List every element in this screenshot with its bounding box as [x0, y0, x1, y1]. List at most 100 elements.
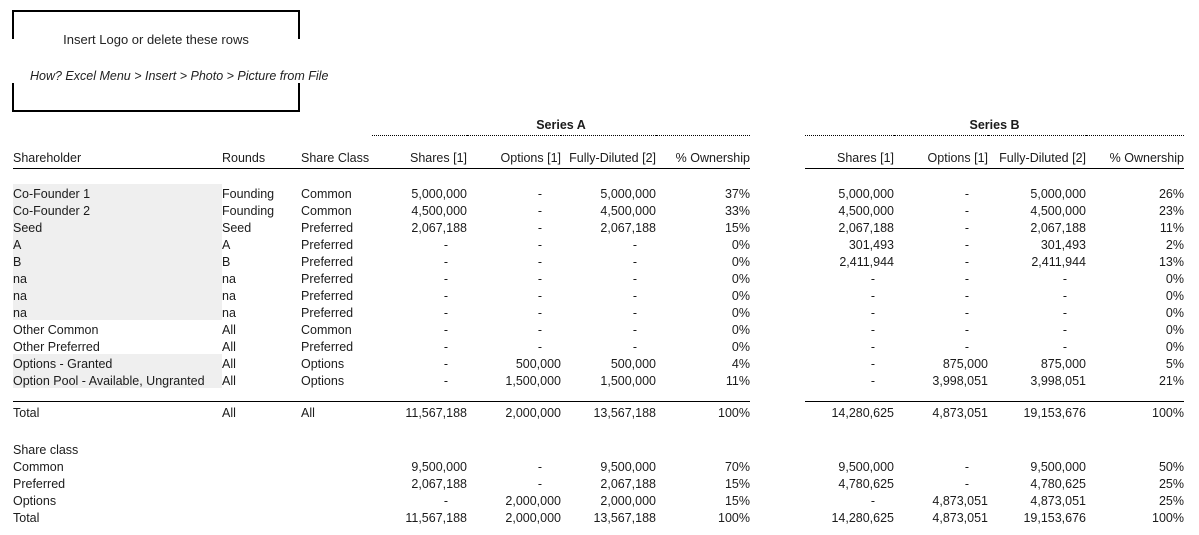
rounds-cell: na	[222, 289, 236, 303]
series-a-options-cell: -	[537, 221, 542, 235]
series-b-shares-cell: 2,411,944	[839, 255, 894, 269]
logo-box-corner-tick	[298, 83, 300, 110]
series-b-fully-diluted-cell: 19,153,676	[1023, 511, 1086, 525]
series-a-ownership-cell: 0%	[731, 289, 750, 303]
share-class-cell: Preferred	[301, 306, 354, 320]
series-a-ownership-cell: 4%	[731, 357, 750, 371]
series-b-fully-diluted-cell: -	[1062, 323, 1067, 337]
col-header-ownership-b: % Ownership	[1086, 148, 1184, 169]
series-b-shares-cell: 5,000,000	[838, 187, 894, 201]
series-a-options-cell: -	[537, 477, 542, 491]
shareholder-name[interactable]: Seed	[13, 218, 222, 235]
share-class-cell: Options	[301, 374, 345, 388]
rounds-cell: All	[222, 374, 236, 388]
row-spacer	[13, 422, 1184, 440]
share-class-cell: Preferred	[301, 255, 354, 269]
series-a-header: Series A	[372, 113, 750, 136]
shareholder-name[interactable]: na	[13, 269, 222, 286]
row-spacer	[13, 388, 1184, 401]
table-row: A A Preferred - - - 0% 301,493 - 301,493…	[13, 235, 1184, 252]
series-a-shares-cell: -	[443, 238, 448, 252]
series-b-fully-diluted-cell: 9,500,000	[1030, 460, 1086, 474]
series-b-options-cell: -	[964, 187, 969, 201]
series-b-shares-cell: -	[870, 306, 875, 320]
series-a-ownership-cell: 100%	[718, 511, 750, 525]
row-spacer	[13, 135, 1184, 148]
shareholder-name: Other Preferred	[13, 340, 100, 354]
rounds-cell: na	[222, 306, 236, 320]
series-b-shares-total: 14,280,625	[805, 400, 894, 422]
series-a-shares-cell: -	[443, 289, 448, 303]
rounds-cell: All	[222, 357, 236, 371]
series-b-ownership-total: 100%	[1086, 400, 1184, 422]
logo-placeholder-text: Insert Logo or delete these rows	[63, 32, 249, 47]
series-b-options-cell: -	[964, 238, 969, 252]
col-header-shares-a: Shares [1]	[372, 148, 467, 169]
series-b-fully-diluted-cell: 2,067,188	[1030, 221, 1086, 235]
share-class-summary-row: Common 9,500,000 - 9,500,000 70% 9,500,0…	[13, 457, 1184, 474]
logo-placeholder-box: Insert Logo or delete these rows How? Ex…	[12, 10, 328, 112]
series-a-ownership-cell: 0%	[731, 255, 750, 269]
shareholder-name[interactable]: Co-Founder 1	[13, 184, 222, 201]
series-b-fully-diluted-cell: 4,873,051	[1030, 494, 1086, 508]
shareholder-name[interactable]: na	[13, 286, 222, 303]
series-a-ownership-cell: 15%	[724, 221, 750, 235]
series-a-fully-diluted-cell: -	[632, 323, 637, 337]
series-b-shares-cell: -	[870, 323, 875, 337]
col-header-fully-diluted-b: Fully-Diluted [2]	[988, 148, 1086, 169]
col-header-shareholder: Shareholder	[13, 148, 222, 169]
series-b-ownership-cell: 0%	[1165, 306, 1184, 320]
series-a-fully-diluted-cell: 9,500,000	[600, 460, 656, 474]
share-class-summary-row: Options - 2,000,000 2,000,000 15% - 4,87…	[13, 491, 1184, 508]
logo-box-corner-tick	[298, 12, 300, 39]
series-a-ownership-cell: 11%	[725, 374, 750, 388]
series-a-shares-cell: 4,500,000	[411, 204, 467, 218]
shareholder-name[interactable]: Options - Granted	[13, 354, 222, 371]
series-a-shares-cell: 2,067,188	[411, 477, 467, 491]
series-b-options-cell: -	[964, 221, 969, 235]
shareholder-name[interactable]: B	[13, 252, 222, 269]
table-row: Co-Founder 1 Founding Common 5,000,000 -…	[13, 184, 1184, 201]
series-a-fully-diluted-cell: 2,067,188	[600, 477, 656, 491]
col-header-ownership-a: % Ownership	[656, 148, 750, 169]
series-a-fully-diluted-cell: 2,000,000	[600, 494, 656, 508]
series-b-shares-cell: 2,067,188	[838, 221, 894, 235]
share-class-summary-row: Total 11,567,188 2,000,000 13,567,188 10…	[13, 508, 1184, 525]
shareholder-name[interactable]: Option Pool - Available, Ungranted	[13, 371, 222, 388]
series-b-options-total: 4,873,051	[894, 400, 988, 422]
rounds-cell: B	[222, 255, 231, 269]
series-a-ownership-total: 100%	[656, 400, 750, 422]
rounds-cell: All	[222, 340, 236, 354]
share-class-section-title: Share class	[13, 443, 79, 457]
series-a-shares-total: 11,567,188	[372, 400, 467, 422]
series-a-fully-diluted-cell: -	[632, 340, 637, 354]
series-a-fully-diluted-cell: -	[632, 306, 637, 320]
share-class-name: Common	[13, 460, 64, 474]
share-class-cell: Common	[301, 187, 352, 201]
rounds-cell: na	[222, 272, 236, 286]
shareholder-name[interactable]: A	[13, 235, 222, 252]
series-b-options-cell: -	[964, 323, 969, 337]
col-header-shares-b: Shares [1]	[805, 148, 894, 169]
series-b-ownership-cell: 2%	[1165, 238, 1184, 252]
series-a-ownership-cell: 0%	[731, 272, 750, 286]
shareholder-name[interactable]: na	[13, 303, 222, 320]
share-class-name: Preferred	[13, 477, 66, 491]
series-b-ownership-cell: 50%	[1158, 460, 1184, 474]
series-a-shares-cell: -	[443, 255, 448, 269]
series-a-options-cell: -	[537, 340, 542, 354]
series-b-fully-diluted-cell: 3,998,051	[1030, 374, 1086, 388]
series-a-shares-cell: -	[443, 306, 448, 320]
shareholder-name[interactable]: Co-Founder 2	[13, 201, 222, 218]
series-a-options-cell: 1,500,000	[505, 374, 561, 388]
series-a-shares-cell: -	[443, 323, 448, 337]
series-b-shares-cell: -	[870, 340, 875, 354]
series-b-options-cell: -	[964, 204, 969, 218]
series-b-options-cell: 4,873,051	[932, 511, 988, 525]
series-b-options-cell: 4,873,051	[932, 494, 988, 508]
table-row: Seed Seed Preferred 2,067,188 - 2,067,18…	[13, 218, 1184, 235]
series-b-shares-cell: 4,780,625	[838, 477, 894, 491]
series-a-fully-diluted-cell: -	[632, 255, 637, 269]
table-row: Co-Founder 2 Founding Common 4,500,000 -…	[13, 201, 1184, 218]
series-b-fully-diluted-cell: 4,780,625	[1030, 477, 1086, 491]
